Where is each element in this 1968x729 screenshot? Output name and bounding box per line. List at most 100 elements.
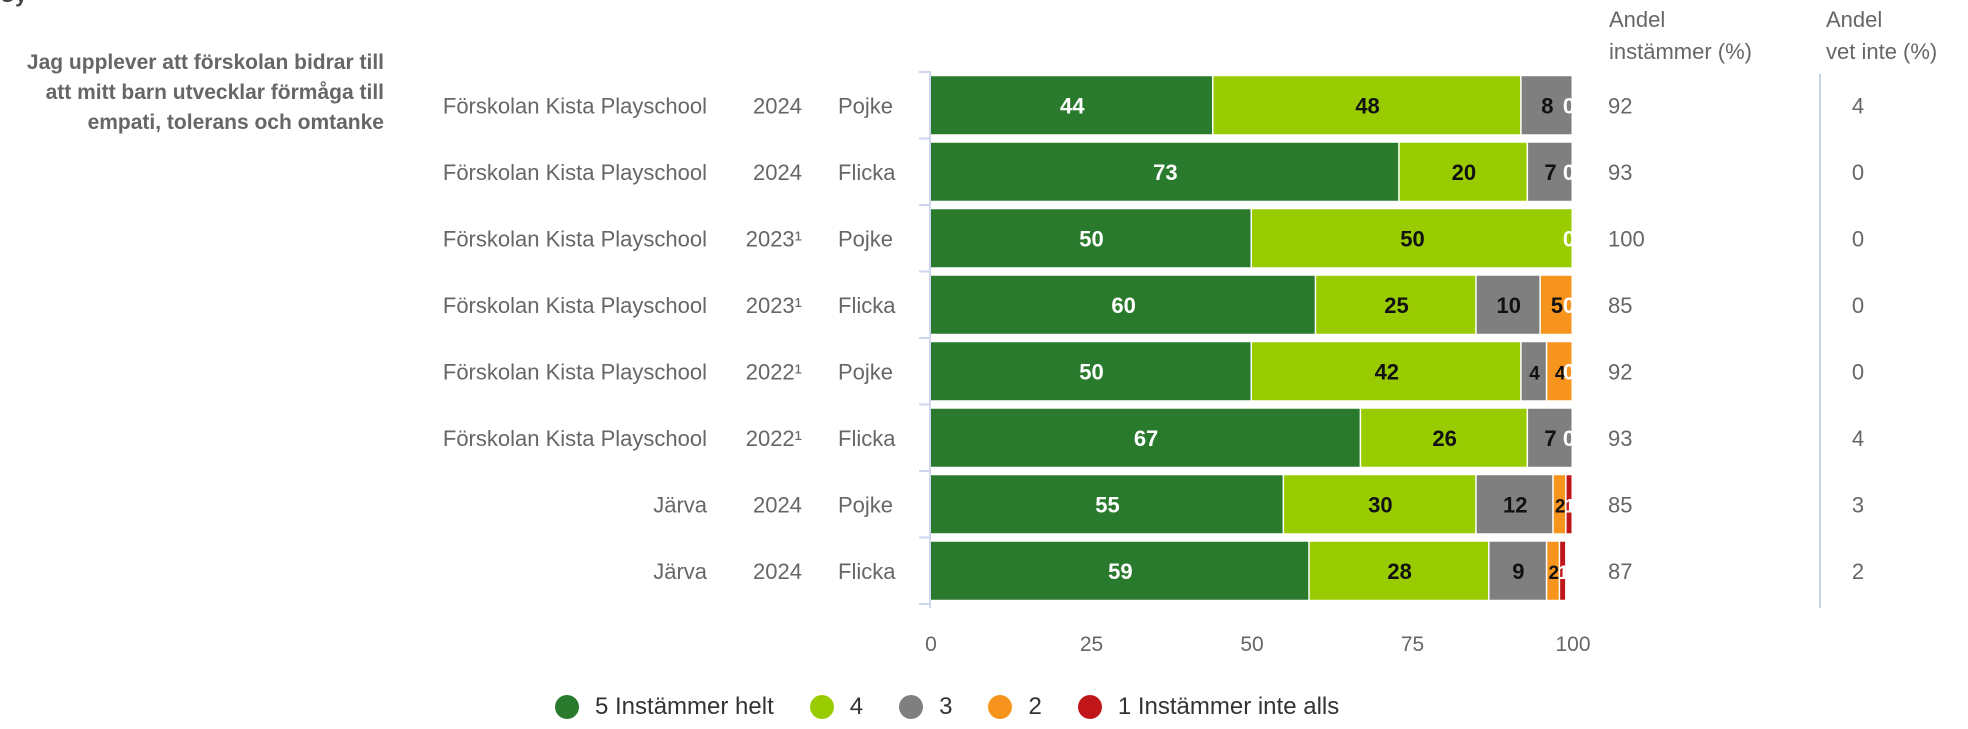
bar-segment [931, 76, 1212, 135]
data-label: 44 [1060, 93, 1085, 118]
data-label: 12 [1503, 492, 1527, 517]
legend-swatch [555, 695, 579, 719]
data-label: 50 [1079, 359, 1103, 384]
bar-segment [1547, 342, 1572, 401]
data-label: 50 [1079, 226, 1103, 251]
bar-segment [1553, 475, 1566, 534]
bar-segment [1560, 541, 1566, 600]
bar-segment [931, 342, 1251, 401]
bar-segment [1521, 342, 1546, 401]
row-label-unit: Förskolan Kista Playschool [443, 160, 707, 185]
data-label: 48 [1355, 93, 1379, 118]
row-label-unit: Förskolan Kista Playschool [443, 293, 707, 318]
data-label: 8 [1541, 93, 1553, 118]
data-label: 7 [1544, 160, 1556, 185]
header-agree-line1: Andel [1609, 7, 1666, 32]
legend-item: 1 Instämmer inte alls [1077, 693, 1340, 721]
row-label-year: 2023¹ [746, 293, 802, 318]
dontknow-value: 2 [1852, 559, 1864, 584]
row-label-unit: Järva [653, 559, 708, 584]
data-label: 5 [1551, 293, 1563, 318]
data-label: 59 [1108, 559, 1132, 584]
bar-segment [1284, 475, 1476, 534]
bar-segment [931, 275, 1315, 334]
bar-segment [1489, 541, 1546, 600]
dontknow-value: 0 [1852, 226, 1864, 251]
data-label: 20 [1452, 160, 1476, 185]
data-label: 0 [1563, 426, 1575, 451]
data-label: 2 [1555, 496, 1566, 517]
data-label: 0 [1563, 293, 1575, 318]
bar-segment [931, 209, 1251, 268]
data-label: 1 [1558, 563, 1569, 584]
row-label-year: 2022¹ [746, 359, 802, 384]
bar-segment [1547, 541, 1559, 600]
data-label: 60 [1111, 293, 1135, 318]
dontknow-value: 3 [1852, 492, 1864, 517]
row-label-year: 2024 [753, 93, 802, 118]
bar-segment [1252, 342, 1521, 401]
row-label-unit: Förskolan Kista Playschool [443, 93, 707, 118]
row-label-gender: Pojke [838, 93, 893, 118]
legend-swatch [988, 695, 1013, 719]
row-label-gender: Flicka [838, 426, 896, 451]
data-label: 4 [1555, 363, 1566, 384]
dontknow-value: 0 [1852, 359, 1864, 384]
x-tick-label: 100 [1555, 633, 1590, 656]
header-dontknow-line2: vet inte (%) [1826, 39, 1938, 64]
question-text: Jag upplever att förskolan bidrar till a… [26, 51, 384, 134]
bar-segment [931, 475, 1283, 534]
data-label: 10 [1497, 293, 1521, 318]
legend-swatch [1077, 695, 1102, 719]
row-label-gender: Pojke [838, 492, 893, 517]
legend-item: 5 Instämmer helt [555, 693, 774, 721]
agree-value: 85 [1608, 492, 1632, 517]
x-tick-label: 25 [1080, 633, 1103, 656]
row-label-gender: Pojke [838, 226, 893, 251]
bar-segment [1309, 541, 1489, 600]
legend-swatch [809, 695, 834, 719]
legend-label: 2 [1028, 693, 1042, 720]
legend-label: 1 Instämmer inte alls [1117, 693, 1340, 720]
bar-segment [1566, 475, 1572, 534]
partial-title: Uy [0, 0, 27, 8]
agree-value: 85 [1608, 293, 1632, 318]
row-label-year: 2023¹ [746, 226, 802, 251]
agree-value: 92 [1608, 359, 1632, 384]
data-label: 67 [1134, 426, 1158, 451]
agree-value: 93 [1608, 160, 1632, 185]
x-tick-label: 75 [1401, 633, 1424, 656]
legend-label: 4 [849, 693, 864, 720]
row-label-year: 2022¹ [746, 426, 802, 451]
dontknow-value: 4 [1852, 426, 1864, 451]
agree-value: 93 [1608, 426, 1632, 451]
bar-segment [1361, 408, 1527, 467]
dontknow-value: 0 [1852, 160, 1864, 185]
header-agree: Andel instämmer (%) [1609, 4, 1752, 68]
data-label: 9 [1512, 559, 1524, 584]
row-label-year: 2024 [753, 559, 802, 584]
data-label: 0 [1563, 226, 1575, 251]
legend-item: 4 [809, 693, 864, 721]
legend-label: 3 [939, 693, 953, 720]
dontknow-value: 4 [1852, 93, 1864, 118]
x-tick-label: 50 [1240, 633, 1263, 656]
dontknow-value: 0 [1852, 293, 1864, 318]
header-agree-line2: instämmer (%) [1609, 39, 1753, 64]
bar-segment [1521, 76, 1572, 135]
data-label: 1 [1565, 496, 1576, 517]
bar-segment [931, 541, 1309, 600]
bar-segment [1476, 475, 1553, 534]
bar-segment [1528, 142, 1572, 201]
bar-segment [1528, 408, 1572, 467]
bar-segment [1399, 142, 1527, 201]
data-label: 55 [1095, 492, 1119, 517]
bar-segment [1213, 76, 1521, 135]
row-label-unit: Förskolan Kista Playschool [443, 426, 707, 451]
data-label: 73 [1153, 160, 1177, 185]
data-label: 0 [1563, 93, 1575, 118]
bar-segment [931, 142, 1399, 201]
x-tick-label: 0 [925, 633, 937, 656]
bar-segment [1316, 275, 1476, 334]
